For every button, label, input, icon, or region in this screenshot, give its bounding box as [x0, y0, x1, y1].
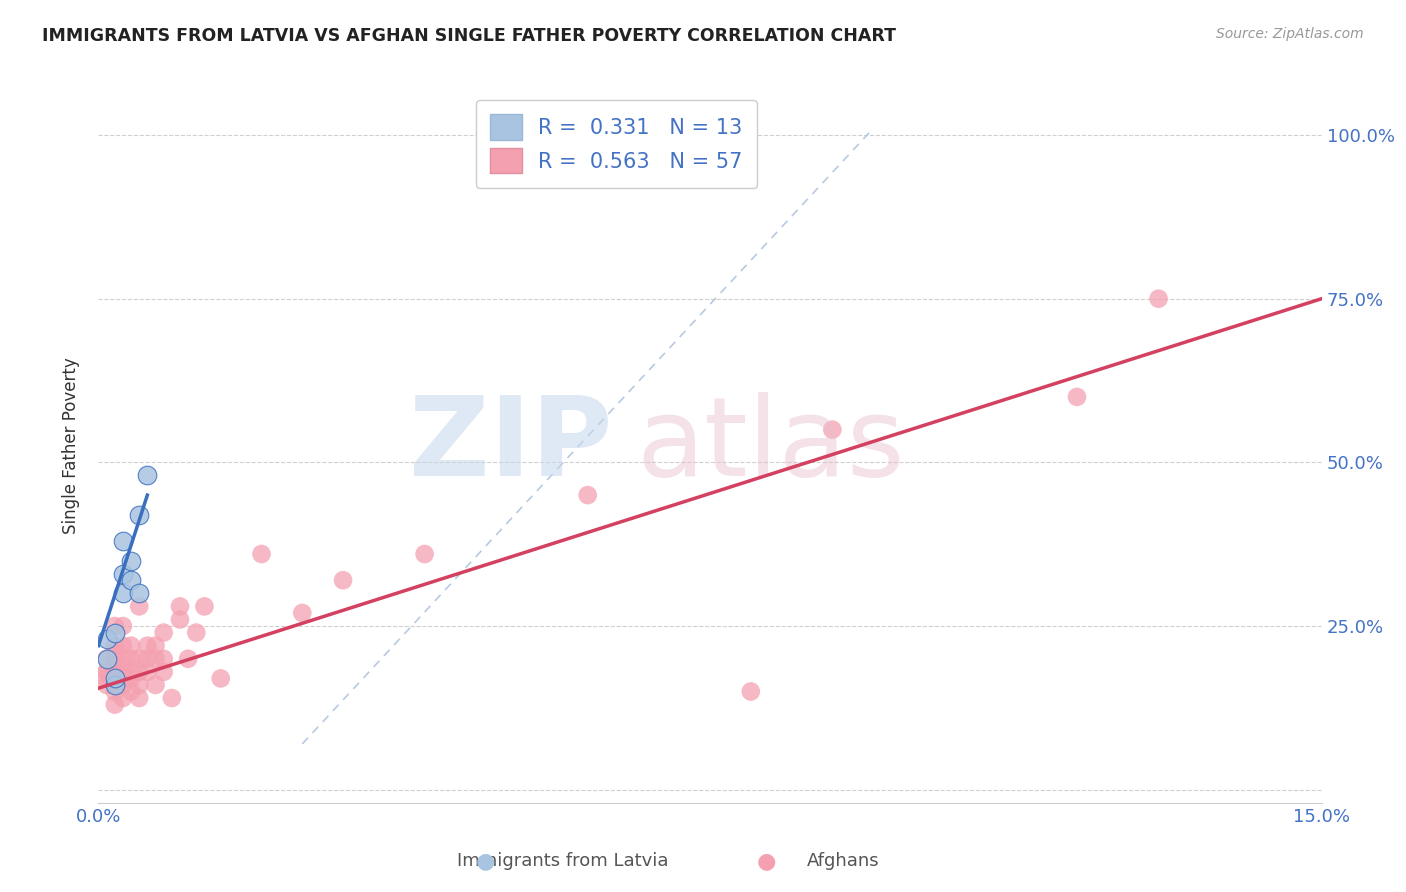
Point: [104, 684, 127, 698]
Point: [169, 599, 191, 614]
Point: [111, 639, 134, 653]
Point: [96, 678, 118, 692]
Point: [120, 672, 142, 686]
Point: [120, 665, 142, 679]
Point: [104, 665, 127, 679]
Point: [120, 652, 142, 666]
Point: [96, 665, 118, 679]
Point: [152, 652, 174, 666]
Point: [120, 553, 142, 567]
Point: [136, 639, 159, 653]
Point: [291, 606, 314, 620]
Text: Afghans: Afghans: [807, 852, 880, 870]
Point: [136, 468, 159, 483]
Y-axis label: Single Father Poverty: Single Father Poverty: [62, 358, 80, 534]
Point: [209, 672, 232, 686]
Text: IMMIGRANTS FROM LATVIA VS AFGHAN SINGLE FATHER POVERTY CORRELATION CHART: IMMIGRANTS FROM LATVIA VS AFGHAN SINGLE …: [42, 27, 896, 45]
Point: [152, 665, 174, 679]
Point: [111, 691, 134, 706]
Point: [104, 619, 127, 633]
Point: [128, 678, 150, 692]
Point: [332, 573, 354, 587]
Point: [250, 547, 273, 561]
Point: [104, 658, 127, 673]
Point: [104, 645, 127, 659]
Point: [120, 639, 142, 653]
Point: [111, 678, 134, 692]
Point: [111, 533, 134, 548]
Point: [152, 625, 174, 640]
Point: [111, 672, 134, 686]
Point: [111, 619, 134, 633]
Point: [821, 423, 844, 437]
Point: [128, 652, 150, 666]
Point: [96, 652, 118, 666]
Point: [177, 652, 200, 666]
Point: [104, 678, 127, 692]
Point: [160, 691, 183, 706]
Point: [111, 658, 134, 673]
Point: [111, 652, 134, 666]
Point: [96, 665, 118, 679]
Point: [96, 672, 118, 686]
Point: [413, 547, 436, 561]
Point: [96, 652, 118, 666]
Point: [186, 625, 208, 640]
Text: ZIP: ZIP: [409, 392, 612, 500]
Point: [128, 508, 150, 522]
Legend: R =  0.331   N = 13, R =  0.563   N = 57: R = 0.331 N = 13, R = 0.563 N = 57: [475, 100, 758, 188]
Point: [145, 652, 167, 666]
Text: Source: ZipAtlas.com: Source: ZipAtlas.com: [1216, 27, 1364, 41]
Point: [104, 678, 127, 692]
Point: [104, 698, 127, 712]
Point: [145, 678, 167, 692]
Text: Immigrants from Latvia: Immigrants from Latvia: [457, 852, 668, 870]
Point: [128, 691, 150, 706]
Text: ●: ●: [756, 851, 776, 871]
Point: [120, 573, 142, 587]
Point: [128, 599, 150, 614]
Point: [104, 652, 127, 666]
Text: ●: ●: [475, 851, 495, 871]
Point: [96, 632, 118, 647]
Point: [169, 612, 191, 626]
Point: [136, 652, 159, 666]
Point: [576, 488, 599, 502]
Point: [193, 599, 215, 614]
Point: [111, 665, 134, 679]
Point: [145, 639, 167, 653]
Point: [1147, 292, 1170, 306]
Text: atlas: atlas: [637, 392, 905, 500]
Point: [128, 665, 150, 679]
Point: [136, 665, 159, 679]
Point: [104, 672, 127, 686]
Point: [120, 684, 142, 698]
Point: [104, 639, 127, 653]
Point: [128, 586, 150, 600]
Point: [104, 625, 127, 640]
Point: [740, 684, 762, 698]
Point: [1066, 390, 1088, 404]
Point: [111, 566, 134, 581]
Point: [111, 586, 134, 600]
